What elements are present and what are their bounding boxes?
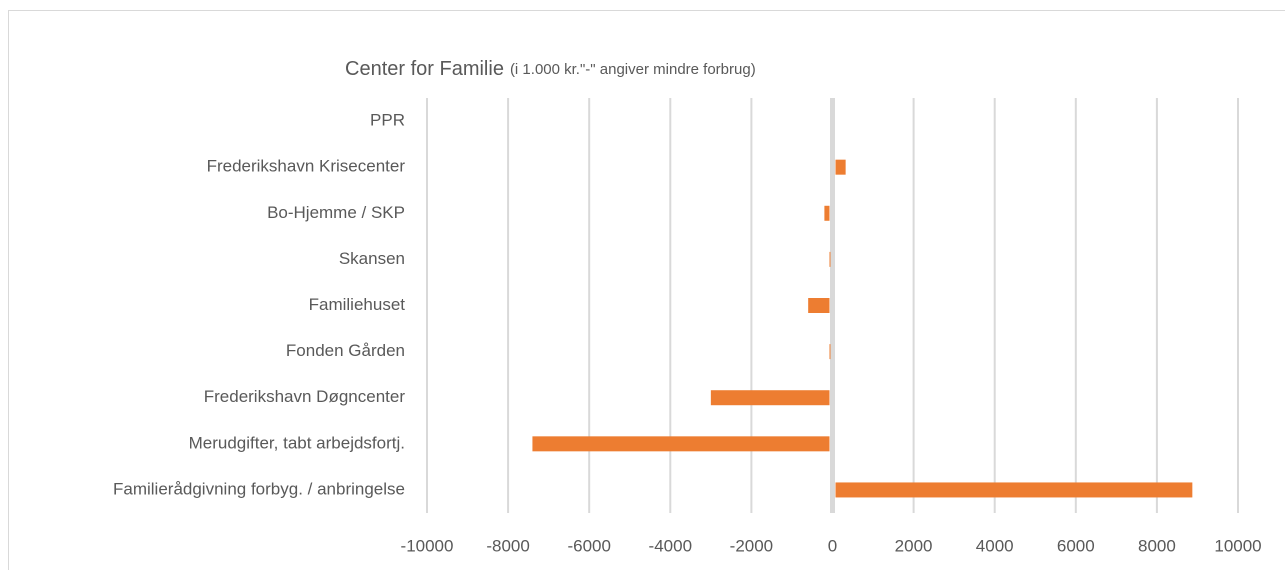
x-tick-label: -8000	[486, 536, 529, 555]
y-tick-label: Bo-Hjemme / SKP	[267, 203, 405, 222]
x-tick-label: -10000	[401, 536, 454, 555]
x-tick-label: 2000	[895, 536, 933, 555]
y-tick-label: Familierådgivning forbyg. / anbringelse	[113, 479, 405, 498]
bar	[808, 298, 830, 313]
bar	[829, 344, 831, 360]
x-tick-label: -2000	[730, 536, 773, 555]
y-tick-label: Skansen	[339, 249, 405, 268]
bar	[829, 251, 831, 267]
x-tick-label: 0	[828, 536, 837, 555]
bar	[835, 159, 846, 175]
x-tick-label: 6000	[1057, 536, 1095, 555]
y-tick-label: PPR	[370, 111, 405, 130]
x-tick-label: 4000	[976, 536, 1014, 555]
y-tick-label: Frederikshavn Døgncenter	[204, 387, 406, 406]
bar	[824, 205, 830, 221]
y-tick-label: Familiehuset	[309, 295, 406, 314]
x-tick-label: -4000	[649, 536, 692, 555]
bar	[532, 436, 830, 452]
bar	[835, 482, 1193, 498]
x-tick-label: -6000	[567, 536, 610, 555]
y-tick-label: Frederikshavn Krisecenter	[207, 157, 406, 176]
x-tick-label: 8000	[1138, 536, 1176, 555]
chart-border	[8, 10, 1285, 570]
title: Center for Familie	[345, 58, 504, 80]
y-tick-label: Merudgifter, tabt arbejdsfortj.	[189, 433, 405, 452]
subtitle: (i 1.000 kr."-" angiver mindre forbrug)	[510, 61, 756, 78]
y-tick-label: Fonden Gården	[286, 341, 405, 360]
x-tick-label: 10000	[1214, 536, 1261, 555]
bar	[710, 390, 830, 406]
chart-title: Center for Familie (i 1.000 kr."-" angive…	[345, 58, 756, 80]
